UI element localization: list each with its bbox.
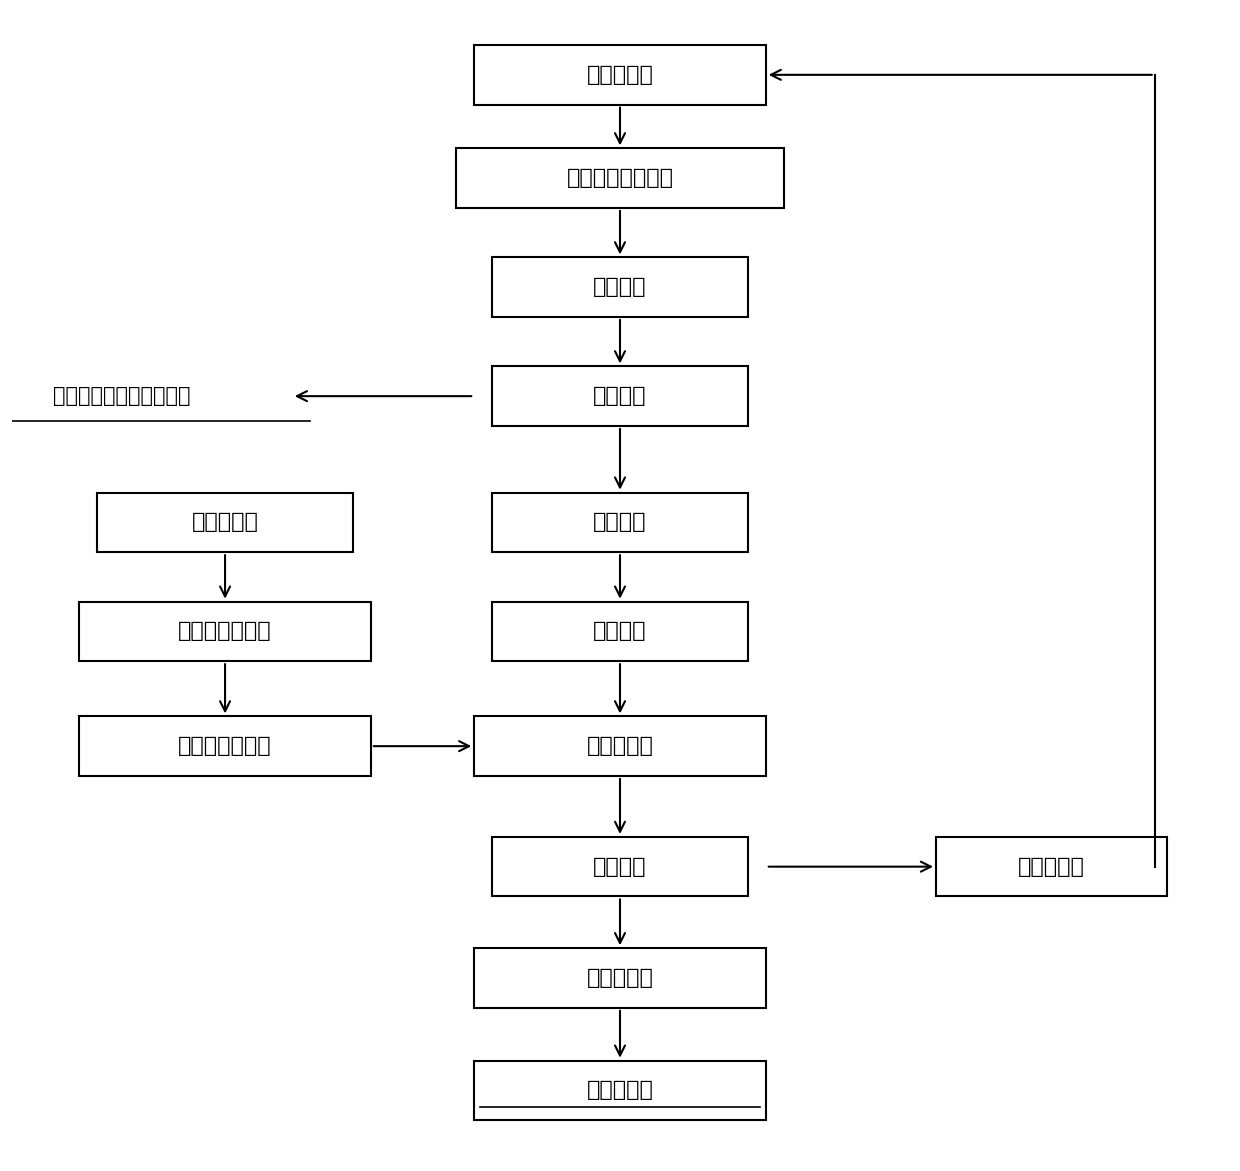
Text: 铁、铝、钙磷酸盐副产品: 铁、铝、钙磷酸盐副产品 <box>53 386 191 406</box>
Text: 磷酸锂回收: 磷酸锂回收 <box>1018 857 1085 877</box>
Text: 碳酸锂沉淀: 碳酸锂沉淀 <box>587 737 653 756</box>
Text: 磷酸锂制浆: 磷酸锂制浆 <box>587 64 653 84</box>
Text: 深度除杂: 深度除杂 <box>593 622 647 642</box>
Text: 碳酸钠溶液粗滤: 碳酸钠溶液粗滤 <box>179 622 272 642</box>
Text: 混合调碱: 混合调碱 <box>593 278 647 297</box>
Text: 初步除杂: 初步除杂 <box>593 513 647 533</box>
Text: 磷锂分离: 磷锂分离 <box>593 386 647 406</box>
Text: 碳酸锂洗涤: 碳酸锂洗涤 <box>587 968 653 988</box>
Bar <box>79 717 371 776</box>
Bar <box>492 602 748 662</box>
Text: 磷酸锂浆低酸转化: 磷酸锂浆低酸转化 <box>567 169 673 189</box>
Text: 碳酸钠溶解: 碳酸钠溶解 <box>192 513 258 533</box>
Bar <box>79 602 371 662</box>
Bar <box>492 837 748 897</box>
Bar <box>936 837 1167 897</box>
Bar <box>492 493 748 553</box>
Bar <box>98 493 352 553</box>
Bar <box>474 1061 766 1121</box>
Bar <box>474 717 766 776</box>
Text: 固液分离: 固液分离 <box>593 857 647 877</box>
Text: 碳酸钠溶液精制: 碳酸钠溶液精制 <box>179 737 272 756</box>
Bar <box>492 258 748 317</box>
Bar <box>474 949 766 1008</box>
Text: 碳酸锂产品: 碳酸锂产品 <box>587 1081 653 1101</box>
Bar <box>492 367 748 426</box>
Bar <box>474 44 766 104</box>
Bar <box>456 149 784 208</box>
